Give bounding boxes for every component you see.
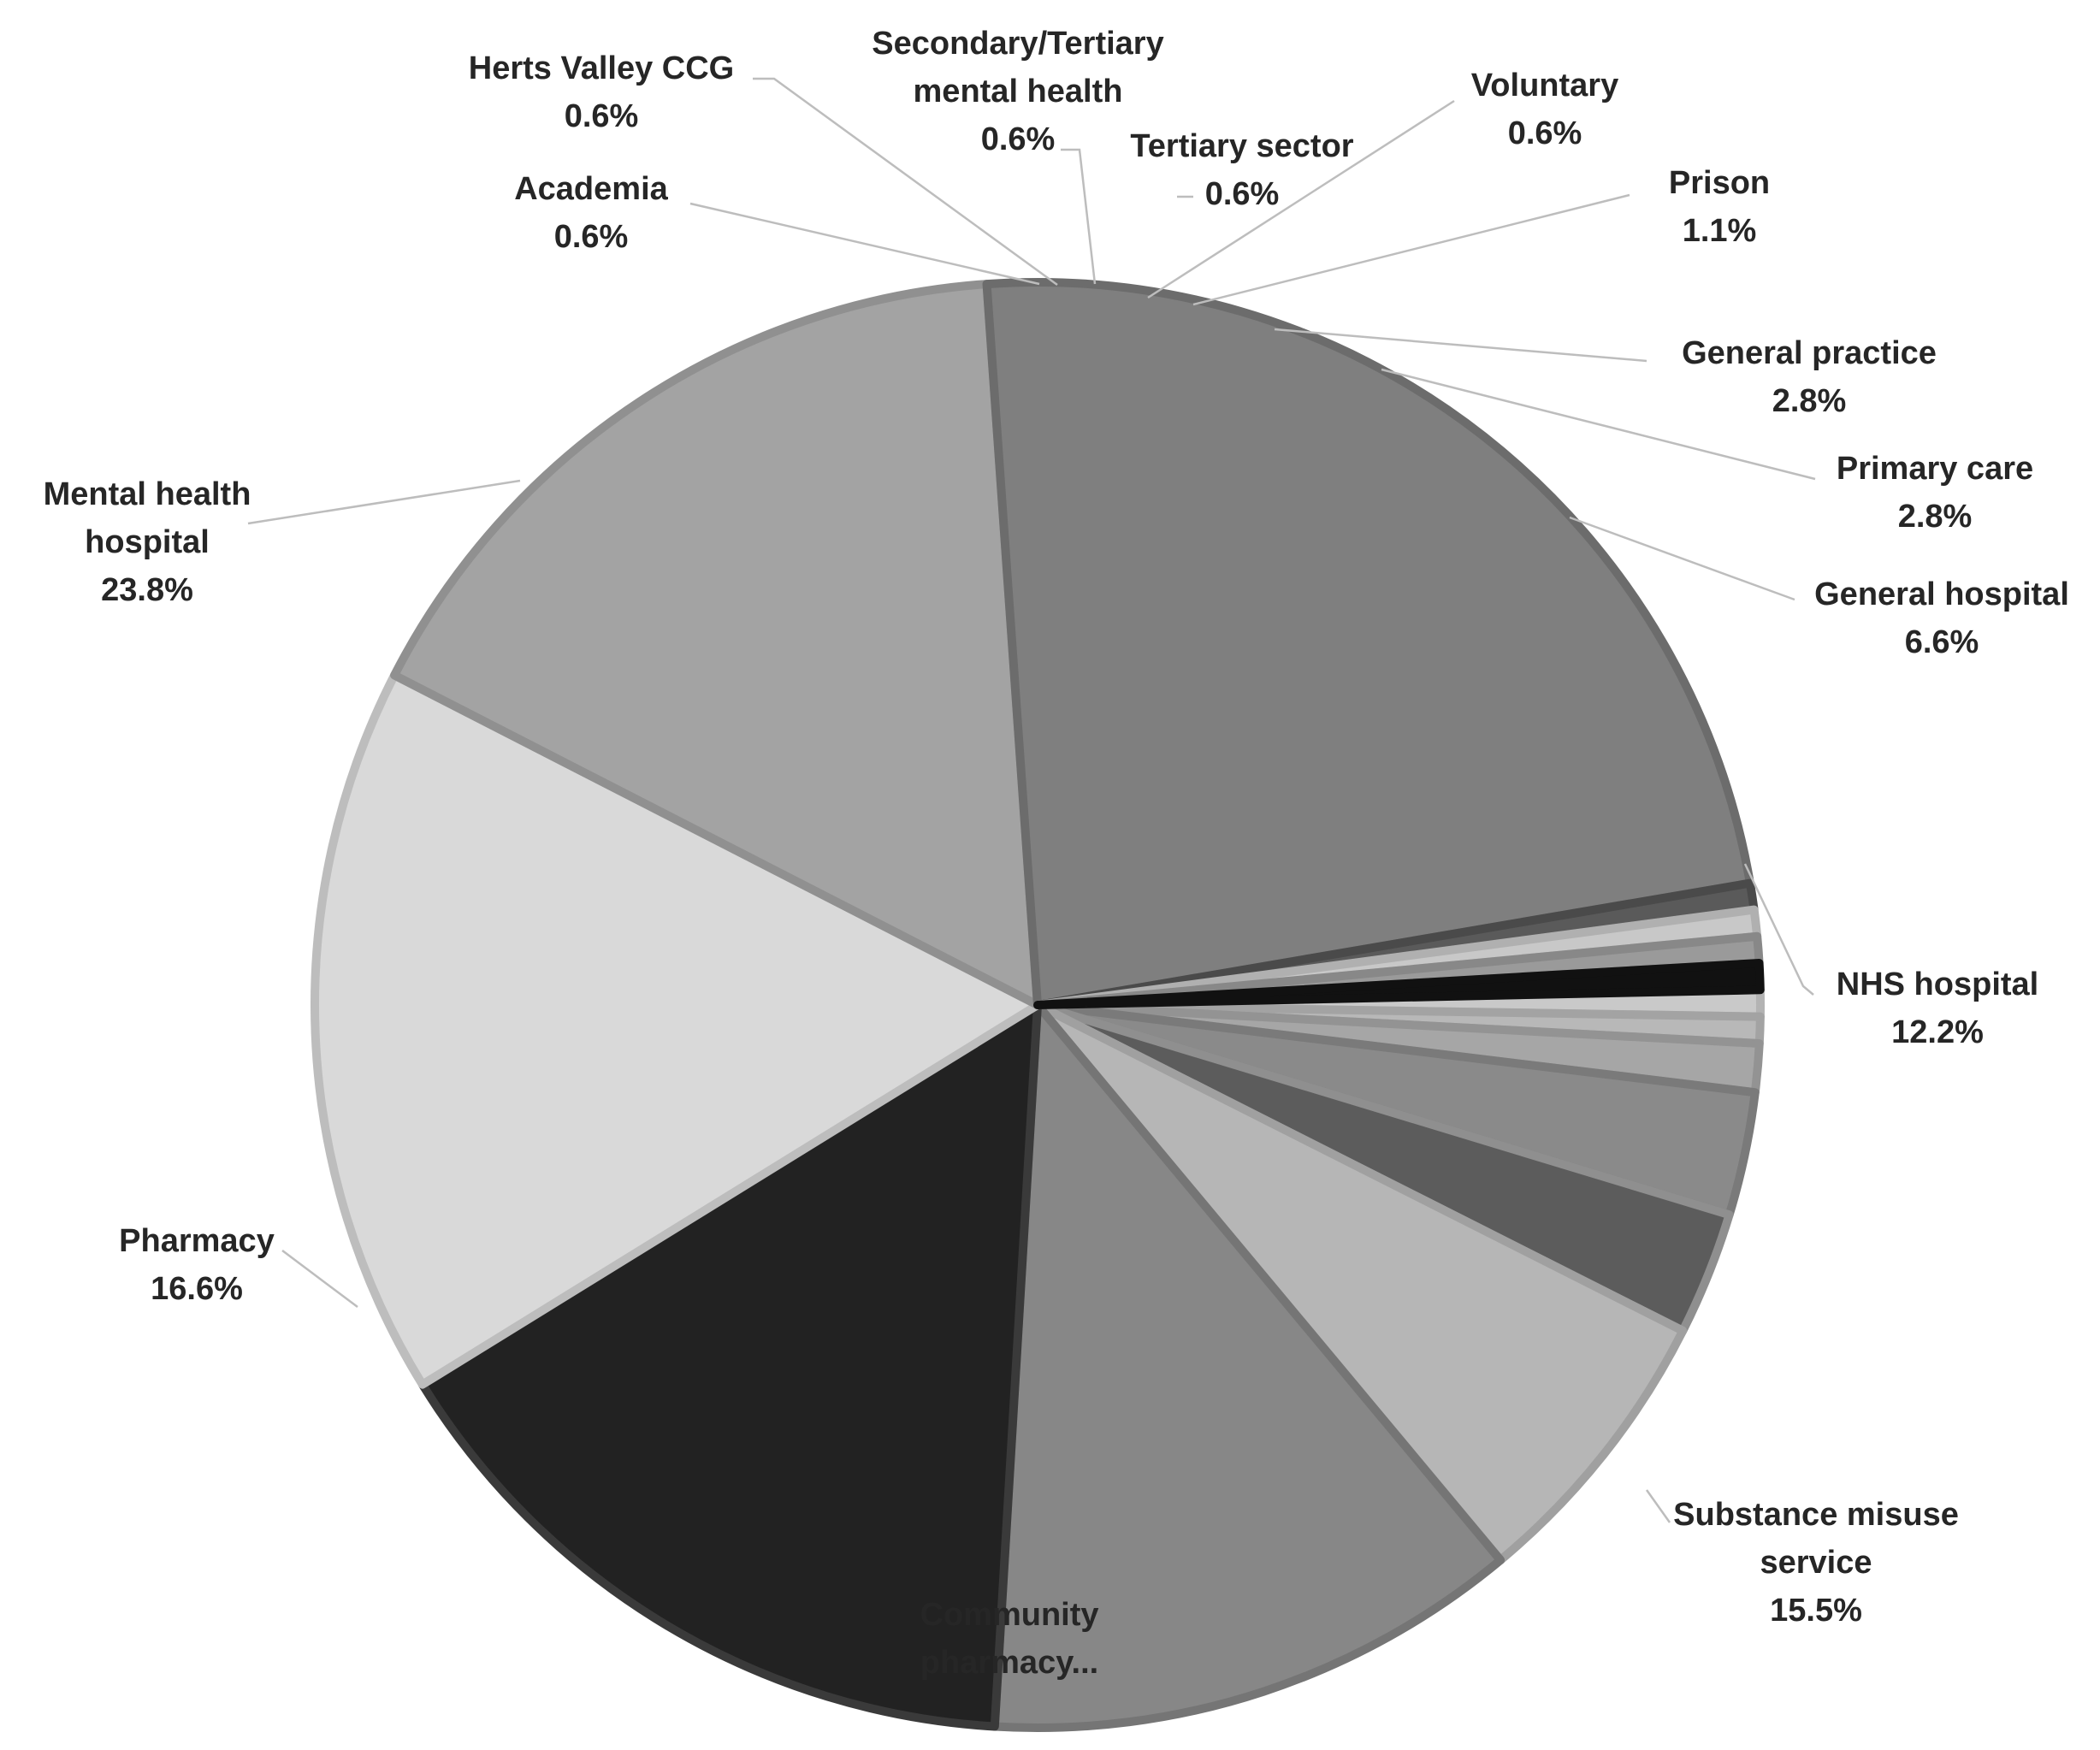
- leader-line-academia: [689, 202, 1040, 286]
- slice-label-pharmacy: Pharmacy 16.6%: [119, 1223, 275, 1307]
- pie-slice-pharmacy: [390, 280, 1042, 1009]
- slice-name-label: Academia: [514, 171, 668, 207]
- slice-label-voluntary: Voluntary 0.6%: [1471, 68, 1618, 151]
- slice-name-label: pharmacy...: [920, 1645, 1098, 1681]
- leader-line-herts-valley-ccg: [753, 77, 1058, 287]
- slice-label-prison: Prison 1.1%: [1669, 165, 1770, 249]
- leader-line-pharmacy: [281, 1250, 358, 1308]
- leader-line-prison: [1192, 193, 1630, 306]
- slice-labels: Tertiary sector 0.6% Voluntary 0.6% Prison 1.…: [44, 26, 2069, 1681]
- leader-line-primary-care: [1381, 368, 1816, 481]
- slice-label-primary-care: Primary care 2.8%: [1837, 451, 2033, 535]
- leader-line-nhs-hospital: [1743, 863, 1814, 996]
- slice-label-nhs-hospital: NHS hospital 12.2%: [1837, 967, 2038, 1050]
- slice-name-label: Primary care: [1837, 451, 2033, 487]
- slice-label-tertiary-sector: Tertiary sector 0.6%: [1130, 128, 1353, 212]
- slice-value-label: 12.2%: [1891, 1014, 1984, 1050]
- pie-slices: [311, 278, 1765, 1732]
- slice-value-label: 0.6%: [1205, 176, 1280, 212]
- pie-slice-community-pharmacy: [311, 671, 1042, 1389]
- slice-value-label: 23.8%: [101, 572, 193, 608]
- slice-label-herts-valley-ccg: Herts Valley CCG 0.6%: [469, 50, 734, 134]
- pie-slice-nhs-hospital: [990, 1001, 1505, 1732]
- slice-value-label: 16.6%: [151, 1271, 243, 1307]
- slice-name-label: Mental health: [44, 476, 251, 512]
- pie-slice-mental-health-hospital: [982, 278, 1754, 1009]
- leader-line-voluntary: [1147, 99, 1455, 299]
- slice-name-label: Substance misuse: [1673, 1497, 1959, 1533]
- slice-name-label: Pharmacy: [119, 1223, 275, 1259]
- slice-label-community-pharmacy: Community pharmacy...: [920, 1597, 1099, 1681]
- slice-label-general-hospital: General hospital 6.6%: [1814, 576, 2069, 660]
- leader-line-general-hospital: [1569, 516, 1795, 601]
- slice-label-mental-health-hospital: Mental health hospital 23.8%: [44, 476, 251, 608]
- slice-name-label: Community: [920, 1597, 1099, 1633]
- slice-name-label: hospital: [85, 524, 210, 560]
- slice-value-label: 2.8%: [1898, 499, 1973, 535]
- leader-line-mental-health-hospital: [247, 479, 521, 525]
- leader-line-secondary-tertiary-mental-health: [1061, 148, 1097, 285]
- slice-name-label: Herts Valley CCG: [469, 50, 734, 86]
- slice-label-substance-misuse-service: Substance misuse service 15.5%: [1673, 1497, 1959, 1629]
- slice-label-academia: Academia 0.6%: [514, 171, 668, 255]
- slice-value-label: 0.6%: [981, 121, 1056, 157]
- slice-name-label: Voluntary: [1471, 68, 1618, 103]
- slice-name-label: Secondary/Tertiary: [872, 26, 1163, 62]
- slice-name-label: General practice: [1682, 335, 1937, 371]
- slice-name-label: service: [1760, 1545, 1872, 1581]
- slice-value-label: 0.6%: [1508, 115, 1582, 151]
- leader-lines: [247, 77, 1816, 1523]
- pie-slice-unlabelled: [1033, 958, 1765, 1009]
- slice-name-label: Tertiary sector: [1130, 128, 1353, 164]
- leader-line-substance-misuse-service: [1645, 1489, 1671, 1523]
- leader-line-general-practice: [1274, 328, 1647, 363]
- pie-slice-substance-misuse-service: [417, 1001, 1042, 1731]
- slice-value-label: 0.6%: [554, 219, 629, 255]
- slice-name-label: Prison: [1669, 165, 1770, 201]
- slice-name-label: mental health: [914, 74, 1123, 109]
- slice-value-label: 6.6%: [1905, 624, 1979, 660]
- slice-label-secondary-tertiary-mental-health: Secondary/Tertiary mental health 0.6%: [872, 26, 1163, 157]
- pie-slice-general-hospital: [1033, 1001, 1688, 1564]
- slice-name-label: NHS hospital: [1837, 967, 2038, 1002]
- slice-value-label: 2.8%: [1772, 383, 1847, 419]
- slice-value-label: 1.1%: [1683, 213, 1757, 249]
- slice-label-general-practice: General practice 2.8%: [1682, 335, 1937, 419]
- slice-name-label: General hospital: [1814, 576, 2069, 612]
- slice-value-label: 15.5%: [1770, 1593, 1862, 1629]
- slice-value-label: 0.6%: [565, 98, 639, 134]
